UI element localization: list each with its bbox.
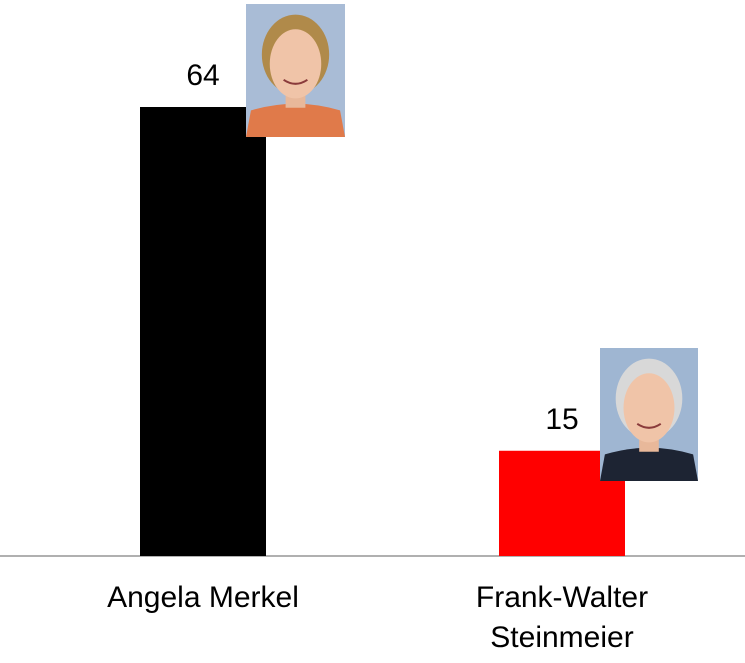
portrait xyxy=(600,348,698,481)
portrait-mouth xyxy=(636,422,662,429)
portrait-body xyxy=(600,447,698,481)
value-label: 15 xyxy=(545,403,578,436)
portrait-face xyxy=(269,29,322,99)
portrait-body xyxy=(246,103,345,137)
portrait xyxy=(246,4,345,137)
category-label: Frank-Walter Steinmeier xyxy=(475,581,649,654)
portrait-mouth xyxy=(283,78,308,85)
category-label: Angela Merkel xyxy=(107,581,299,614)
bar xyxy=(140,107,266,556)
portrait-face xyxy=(623,373,675,443)
value-label: 64 xyxy=(186,59,219,92)
